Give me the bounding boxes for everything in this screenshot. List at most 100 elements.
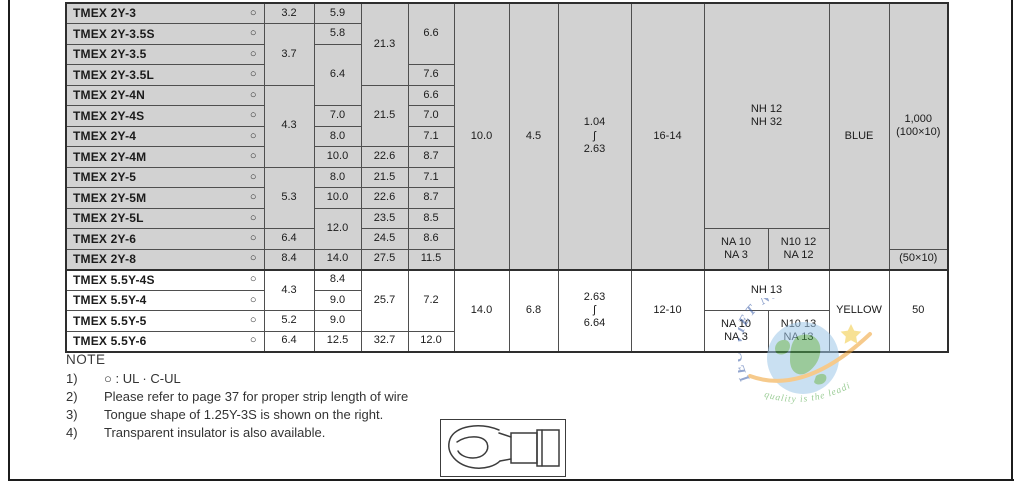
ul-circle-icon: ○ bbox=[249, 252, 257, 265]
page-border-left bbox=[8, 0, 10, 481]
spec-cell: 8.7 bbox=[407, 187, 455, 209]
part-name: TMEX 2Y-4M bbox=[73, 149, 147, 164]
part-name-wrap: TMEX 2Y-6 ○ bbox=[67, 231, 263, 246]
spec-cell: N10 12 NA 12 bbox=[767, 228, 830, 270]
part-name: TMEX 2Y-5M bbox=[73, 190, 147, 205]
spec-cell: 10.0 bbox=[313, 146, 362, 168]
ul-circle-icon: ○ bbox=[249, 293, 257, 306]
spec-cell: 25.7 bbox=[360, 268, 409, 332]
part-name-wrap: TMEX 2Y-4N ○ bbox=[67, 88, 263, 103]
ul-circle-icon: ○ bbox=[249, 191, 257, 204]
note-item-1: 1) ○ : UL · C-UL bbox=[66, 371, 181, 386]
ul-circle-icon: ○ bbox=[249, 88, 257, 101]
part-name-cell: TMEX 2Y-3.5L ○ bbox=[65, 64, 265, 86]
part-name-cell: TMEX 2Y-6 ○ bbox=[65, 228, 265, 250]
part-name: TMEX 2Y-5 bbox=[73, 170, 137, 185]
spec-cell: 7.0 bbox=[407, 105, 455, 127]
part-name: TMEX 5.5Y-4 bbox=[73, 293, 147, 308]
spec-cell: N10 13 NA 13 bbox=[767, 310, 830, 352]
spec-cell: 14.0 bbox=[313, 248, 362, 270]
spec-cell: 22.6 bbox=[360, 187, 409, 209]
spec-cell: 32.7 bbox=[360, 330, 409, 352]
part-name-cell: TMEX 2Y-3 ○ bbox=[65, 2, 265, 24]
spec-cell: 21.5 bbox=[360, 166, 409, 188]
spec-cell: 2.63 ʃ 6.64 bbox=[557, 268, 632, 352]
part-name-wrap: TMEX 5.5Y-5 ○ bbox=[67, 313, 263, 328]
spec-cell: 4.5 bbox=[508, 2, 559, 270]
part-name-cell: TMEX 2Y-4 ○ bbox=[65, 125, 265, 147]
part-name-cell: TMEX 5.5Y-6 ○ bbox=[65, 330, 265, 352]
spec-cell: (50×10) bbox=[888, 248, 949, 270]
spec-cell: 12.5 bbox=[313, 330, 362, 352]
ul-circle-icon: ○ bbox=[249, 314, 257, 327]
part-name: TMEX 2Y-4N bbox=[73, 88, 146, 103]
ul-circle-icon: ○ bbox=[249, 170, 257, 183]
part-name: TMEX 2Y-4S bbox=[73, 108, 145, 123]
part-name: TMEX 5.5Y-5 bbox=[73, 313, 147, 328]
part-name-wrap: TMEX 2Y-4M ○ bbox=[67, 149, 263, 164]
ul-circle-icon: ○ bbox=[249, 150, 257, 163]
spec-cell: 1,000 (100×10) bbox=[888, 2, 949, 250]
spec-cell: 8.7 bbox=[407, 146, 455, 168]
spec-cell: 50 bbox=[888, 268, 949, 352]
part-name: TMEX 2Y-3 bbox=[73, 6, 137, 21]
spec-cell: 6.6 bbox=[407, 2, 455, 65]
part-name-wrap: TMEX 5.5Y-4S ○ bbox=[67, 273, 263, 287]
spec-cell: 10.0 bbox=[453, 2, 510, 270]
part-name: TMEX 2Y-3.5 bbox=[73, 47, 147, 62]
ul-circle-icon: ○ bbox=[249, 27, 257, 40]
part-name-wrap: TMEX 2Y-3.5L ○ bbox=[67, 68, 263, 82]
spec-cell: 9.0 bbox=[313, 289, 362, 311]
part-name-wrap: TMEX 2Y-3.5 ○ bbox=[67, 47, 263, 62]
part-name-wrap: TMEX 5.5Y-4 ○ bbox=[67, 293, 263, 308]
ul-circle-icon: ○ bbox=[249, 129, 257, 142]
ul-circle-icon: ○ bbox=[249, 47, 257, 60]
spec-cell: 6.4 bbox=[263, 330, 315, 352]
ul-circle-icon: ○ bbox=[249, 273, 257, 286]
part-name-cell: TMEX 2Y-4M ○ bbox=[65, 146, 265, 168]
spec-cell: 12.0 bbox=[313, 207, 362, 250]
spec-cell: 4.3 bbox=[263, 268, 315, 311]
part-name: TMEX 2Y-4 bbox=[73, 129, 137, 144]
part-name-cell: TMEX 5.5Y-5 ○ bbox=[65, 310, 265, 332]
part-name-cell: TMEX 5.5Y-4S ○ bbox=[65, 268, 265, 291]
page-border-bottom bbox=[8, 479, 1014, 481]
part-name-wrap: TMEX 2Y-5 ○ bbox=[67, 170, 263, 185]
part-name-cell: TMEX 2Y-5 ○ bbox=[65, 166, 265, 188]
spec-cell: NH 13 bbox=[703, 268, 830, 311]
spec-cell: 5.2 bbox=[263, 310, 315, 332]
spec-cell: 8.6 bbox=[407, 228, 455, 250]
part-name-wrap: TMEX 2Y-4S ○ bbox=[67, 108, 263, 123]
note-item-3: 3) Tongue shape of 1.25Y-3S is shown on t… bbox=[66, 407, 384, 422]
part-name-wrap: TMEX 2Y-3.5S ○ bbox=[67, 27, 263, 41]
spec-cell: 1.04 ʃ 2.63 bbox=[557, 2, 632, 270]
table-row: TMEX 2Y-4M ○ 10.0 22.6 8.7 bbox=[65, 146, 948, 168]
note-item-2: 2) Please refer to page 37 for proper str… bbox=[66, 389, 409, 404]
spec-cell: 11.5 bbox=[407, 248, 455, 270]
part-name-cell: TMEX 2Y-8 ○ bbox=[65, 248, 265, 270]
table-row: TMEX 5.5Y-6 ○ 6.4 12.5 32.7 12.0 bbox=[65, 330, 948, 352]
part-name: TMEX 2Y-5L bbox=[73, 211, 144, 226]
spec-cell: 3.7 bbox=[263, 23, 315, 86]
part-name: TMEX 2Y-6 bbox=[73, 231, 137, 246]
spec-cell: 14.0 bbox=[453, 268, 510, 352]
spec-cell: 8.4 bbox=[263, 248, 315, 270]
table-row: TMEX 2Y-3.5S ○ 3.7 5.8 bbox=[65, 23, 948, 86]
note-title: NOTE bbox=[66, 352, 106, 367]
spec-cell: 23.5 bbox=[360, 207, 409, 229]
part-name-cell: TMEX 2Y-5L ○ bbox=[65, 207, 265, 229]
part-name: TMEX 5.5Y-6 bbox=[73, 333, 147, 348]
spec-cell: 6.8 bbox=[508, 268, 559, 352]
table-row: TMEX 5.5Y-4S ○ 4.3 8.4 25.7 7.2 14.0 6.8 2.63 ʃ … bbox=[65, 268, 949, 352]
part-name-cell: TMEX 2Y-4S ○ bbox=[65, 105, 265, 127]
spec-cell: 8.4 bbox=[313, 268, 362, 291]
spec-cell: 12.0 bbox=[407, 330, 455, 352]
part-name-cell: TMEX 2Y-3.5 ○ bbox=[65, 43, 265, 65]
spec-cell: 6.4 bbox=[313, 43, 362, 106]
spec-cell: BLUE bbox=[828, 2, 890, 270]
spec-cell: YELLOW bbox=[828, 268, 890, 352]
spec-cell: 27.5 bbox=[360, 248, 409, 270]
spec-cell: 5.8 bbox=[313, 23, 362, 45]
spec-cell: 12-10 bbox=[630, 268, 705, 352]
